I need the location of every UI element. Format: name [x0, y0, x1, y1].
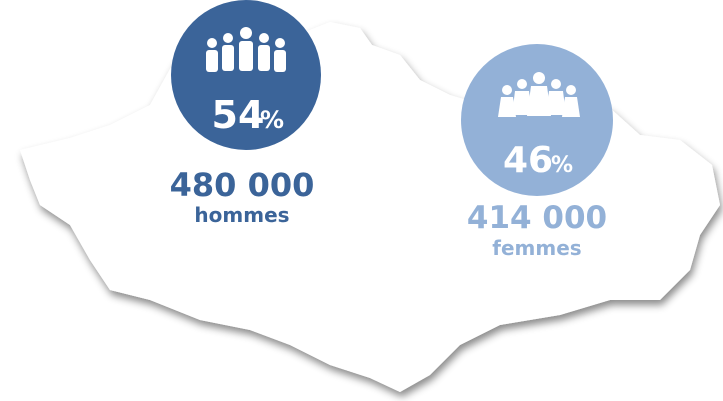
women-count: 414 000	[467, 200, 607, 236]
men-percent-unit: %	[260, 106, 284, 134]
women-label: femmes	[492, 236, 581, 260]
men-circle	[171, 0, 321, 150]
men-icon	[206, 27, 286, 72]
women-percent: 46	[503, 140, 553, 181]
men-label: hommes	[194, 203, 289, 227]
men-count: 480 000	[170, 166, 315, 204]
women-icon	[498, 72, 580, 117]
map-silhouette	[20, 22, 720, 392]
men-percent: 54	[212, 93, 265, 137]
women-percent-unit: %	[551, 153, 573, 178]
women-circle	[461, 44, 613, 196]
